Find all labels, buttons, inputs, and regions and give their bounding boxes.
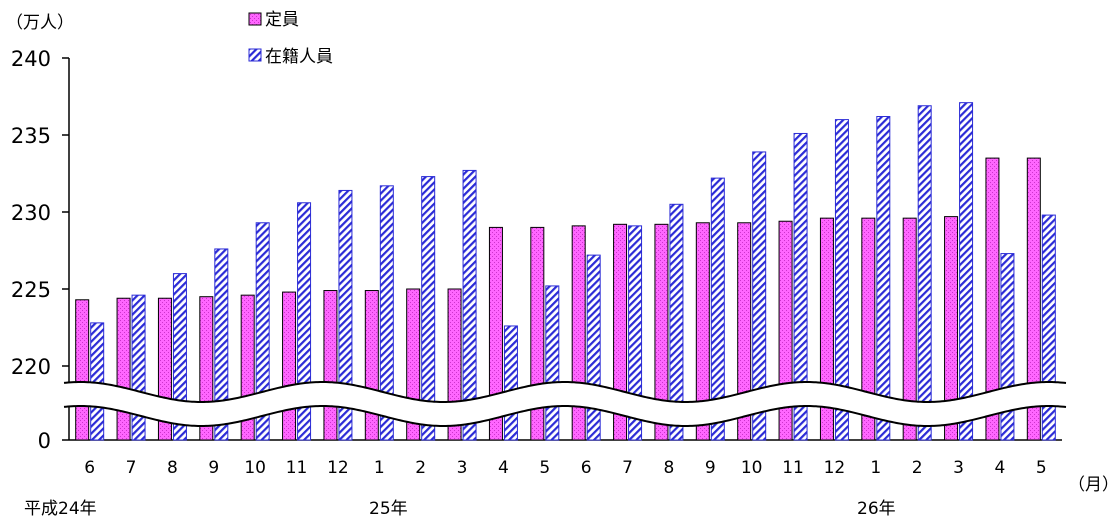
legend-label-teiin: 定員 <box>265 10 299 30</box>
legend: 定員 在籍人員 <box>248 10 333 67</box>
x-tick-label: 4 <box>995 458 1006 478</box>
y-tick-label: 240 <box>11 47 51 71</box>
x-tick-label: 9 <box>705 458 716 478</box>
x-tick-label: 12 <box>824 458 846 478</box>
legend-swatch-zaiseki <box>248 48 262 62</box>
bar-zaiseki <box>834 119 849 441</box>
x-tick-label: 3 <box>457 458 468 478</box>
legend-label-zaiseki: 在籍人員 <box>265 47 333 67</box>
y-tick-label: 235 <box>11 124 51 148</box>
x-tick-label: 7 <box>622 458 633 478</box>
y-tick-label: 230 <box>11 201 51 225</box>
x-tick-label: 8 <box>664 458 675 478</box>
bar-teiin <box>488 226 503 441</box>
year-label: 25年 <box>369 499 408 519</box>
bar-teiin <box>695 222 710 441</box>
bar-teiin <box>282 291 297 441</box>
bar-zaiseki <box>338 189 353 441</box>
year-labels: 平成24年 25年 26年 <box>24 499 896 519</box>
bar-zaiseki <box>255 222 270 441</box>
x-tick-label: 2 <box>415 458 426 478</box>
bar-teiin <box>737 222 752 441</box>
x-tick-label: 5 <box>1036 458 1047 478</box>
axis-break-line-top <box>63 380 1067 404</box>
bar-zaiseki <box>917 105 932 441</box>
x-tick-label: 1 <box>374 458 385 478</box>
bar-teiin <box>861 217 876 441</box>
bar-zaiseki <box>90 322 105 441</box>
axis-break-band <box>64 382 1066 426</box>
x-tick-label: 3 <box>953 458 964 478</box>
bar-zaiseki <box>421 176 436 441</box>
bar-teiin <box>944 216 959 441</box>
bar-zaiseki <box>586 254 601 441</box>
x-tick-label: 12 <box>327 458 349 478</box>
bar-teiin <box>1026 157 1041 441</box>
bar-zaiseki <box>710 177 725 441</box>
y-unit-label: （万人） <box>6 13 74 33</box>
bar-zaiseki <box>545 285 560 441</box>
x-tick-label: 8 <box>167 458 178 478</box>
x-tick-labels: 6 7 8 9 10 11 12 1 2 3 4 5 6 7 8 9 10 11 12 1 2 3 4 5 <box>84 458 1046 478</box>
y-tick-label: 220 <box>11 355 51 379</box>
x-tick-label: 11 <box>782 458 804 478</box>
bar-zaiseki <box>752 151 767 441</box>
bar-teiin <box>323 290 338 441</box>
x-tick-label: 5 <box>539 458 550 478</box>
x-tick-label: 4 <box>498 458 509 478</box>
y-tick-label: 225 <box>11 278 51 302</box>
bar-zaiseki <box>959 102 974 441</box>
bar-zaiseki <box>462 169 477 441</box>
x-tick-label: 6 <box>581 458 592 478</box>
year-label: 26年 <box>857 499 896 519</box>
y-tick-label: 0 <box>38 429 51 453</box>
bar-teiin <box>613 223 628 441</box>
bar-zaiseki <box>172 273 187 441</box>
bar-zaiseki <box>669 203 684 441</box>
bar-zaiseki <box>503 325 518 441</box>
bar-teiin <box>985 157 1000 441</box>
x-tick-label: 1 <box>870 458 881 478</box>
bar-teiin <box>654 223 669 441</box>
axis-break <box>63 380 1067 428</box>
legend-swatch-teiin <box>248 12 262 26</box>
axis-break-line-bottom <box>63 404 1067 428</box>
y-ticks: 0 220 225 230 235 240 <box>11 47 69 453</box>
x-tick-label: 6 <box>84 458 95 478</box>
x-tick-label: 7 <box>126 458 137 478</box>
x-tick-label: 10 <box>244 458 266 478</box>
x-tick-label: 2 <box>912 458 923 478</box>
bar-zaiseki <box>793 132 808 441</box>
bar-zaiseki <box>214 248 229 441</box>
year-label: 平成24年 <box>24 499 97 519</box>
bar-zaiseki <box>628 225 643 441</box>
bar-zaiseki <box>131 294 146 441</box>
bar-teiin <box>75 299 90 441</box>
bar-zaiseki <box>297 202 312 441</box>
bar-zaiseki <box>876 116 891 441</box>
x-tick-label: 9 <box>208 458 219 478</box>
bar-teiin <box>116 297 131 441</box>
bars <box>75 102 1056 441</box>
bar-teiin <box>364 290 379 441</box>
x-tick-label: 10 <box>741 458 763 478</box>
bar-zaiseki <box>379 185 394 441</box>
x-tick-label: 11 <box>286 458 308 478</box>
x-unit-label: （月） <box>1068 475 1114 495</box>
bar-teiin <box>902 217 917 441</box>
